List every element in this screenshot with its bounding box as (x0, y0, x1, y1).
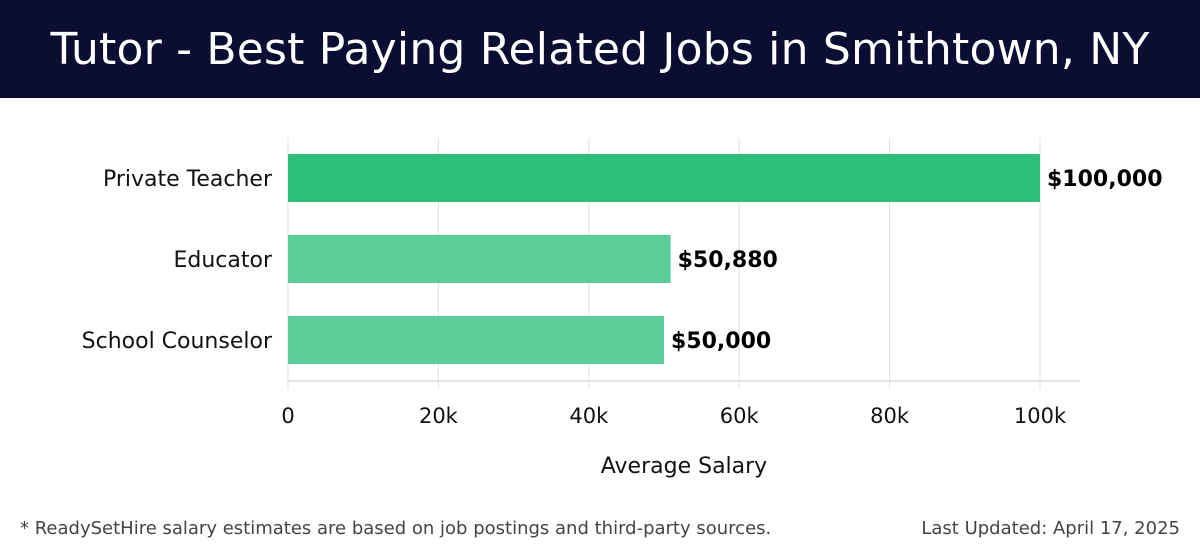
x-tick-label: 0 (281, 404, 294, 428)
last-updated: Last Updated: April 17, 2025 (921, 518, 1180, 539)
header-banner: Tutor - Best Paying Related Jobs in Smit… (0, 0, 1200, 98)
value-label: $100,000 (1047, 167, 1163, 192)
bar (288, 235, 671, 283)
bar-chart: 0 20k 40k 60k 80k 100k Private Teacher $100,000… (82, 138, 1163, 479)
category-label: Private Teacher (103, 167, 273, 192)
category-label: Educator (173, 248, 272, 273)
x-tick-label: 100k (1014, 404, 1067, 428)
x-tick-label: 40k (569, 404, 609, 428)
value-label: $50,880 (678, 248, 778, 273)
bar (288, 316, 664, 364)
x-tick-label: 60k (720, 404, 760, 428)
label-layer: 0 20k 40k 60k 80k 100k Private Teacher $100,000… (82, 167, 1163, 479)
footnote: * ReadySetHire salary estimates are base… (20, 518, 772, 539)
x-axis-title: Average Salary (601, 454, 767, 479)
bar-layer (288, 154, 1040, 364)
value-label: $50,000 (671, 329, 771, 354)
x-tick-label: 20k (419, 404, 459, 428)
chart-title: Tutor - Best Paying Related Jobs in Smit… (50, 23, 1150, 75)
category-label: School Counselor (82, 329, 273, 354)
bar (288, 154, 1040, 202)
x-tick-label: 80k (870, 404, 910, 428)
